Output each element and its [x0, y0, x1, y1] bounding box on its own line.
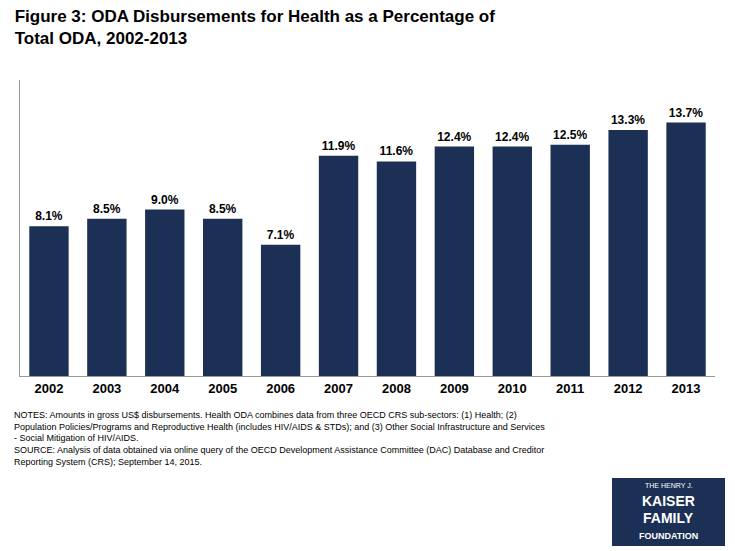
- svg-text:12.4%: 12.4%: [437, 130, 471, 144]
- svg-text:9.0%: 9.0%: [151, 193, 179, 207]
- svg-text:FAMILY: FAMILY: [643, 510, 694, 526]
- svg-text:2004: 2004: [150, 381, 180, 396]
- svg-text:2006: 2006: [266, 381, 295, 396]
- svg-text:2012: 2012: [614, 381, 643, 396]
- svg-text:2007: 2007: [324, 381, 353, 396]
- svg-text:KAISER: KAISER: [642, 493, 695, 509]
- svg-text:8.5%: 8.5%: [93, 202, 121, 216]
- svg-text:2003: 2003: [92, 381, 121, 396]
- svg-text:7.1%: 7.1%: [267, 228, 295, 242]
- svg-text:2008: 2008: [382, 381, 411, 396]
- svg-text:THE HENRY J.: THE HENRY J.: [645, 482, 693, 489]
- svg-text:13.3%: 13.3%: [611, 113, 645, 127]
- svg-text:2013: 2013: [672, 381, 701, 396]
- svg-text:13.7%: 13.7%: [669, 106, 703, 120]
- svg-text:2002: 2002: [34, 381, 63, 396]
- svg-text:Figure 3: ODA Disbursements fo: Figure 3: ODA Disbursements for Health a…: [15, 7, 496, 48]
- svg-text:12.5%: 12.5%: [553, 128, 587, 142]
- svg-text:11.6%: 11.6%: [380, 144, 414, 158]
- svg-text:8.5%: 8.5%: [209, 202, 237, 216]
- svg-text:2005: 2005: [208, 381, 237, 396]
- svg-text:2009: 2009: [440, 381, 469, 396]
- svg-text:FOUNDATION: FOUNDATION: [639, 531, 698, 541]
- svg-text:NOTES: Amounts in gross US$ di: NOTES: Amounts in gross US$ disbursement…: [14, 410, 545, 467]
- svg-text:11.9%: 11.9%: [322, 139, 356, 153]
- svg-text:8.1%: 8.1%: [35, 209, 63, 223]
- svg-text:2010: 2010: [498, 381, 527, 396]
- svg-text:12.4%: 12.4%: [495, 130, 529, 144]
- svg-text:2011: 2011: [556, 381, 584, 396]
